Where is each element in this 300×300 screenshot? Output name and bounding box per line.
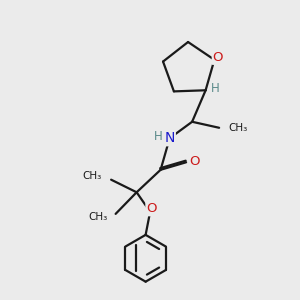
Text: CH₃: CH₃ [229, 123, 248, 133]
Text: H: H [154, 130, 163, 143]
Text: N: N [164, 131, 175, 145]
Text: CH₃: CH₃ [83, 171, 102, 181]
Text: CH₃: CH₃ [88, 212, 107, 223]
Text: O: O [146, 202, 157, 215]
Text: H: H [211, 82, 220, 95]
Text: O: O [213, 51, 223, 64]
Text: O: O [189, 155, 200, 168]
